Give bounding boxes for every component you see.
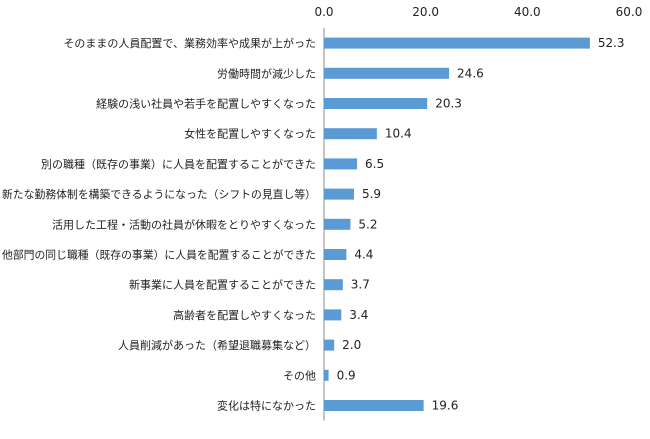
category-label: 新事業に人員を配置することができた (129, 278, 316, 292)
bar-row: 経験の浅い社員や若手を配置しやすくなった 20.3 (96, 97, 462, 111)
bar (324, 128, 377, 140)
category-label: 経験の浅い社員や若手を配置しやすくなった (96, 97, 316, 111)
category-label: 新たな勤務体制を構築できるようになった（シフトの見直し等） (2, 187, 316, 201)
category-label: 別の職種（既存の事業）に人員を配置することができた (41, 157, 316, 171)
category-label: 変化は特になかった (217, 399, 316, 413)
value-label: 52.3 (598, 36, 625, 50)
value-label: 3.7 (351, 278, 370, 292)
bar (324, 158, 358, 170)
category-label: そのままの人員配置で、業務効率や成果が上がった (63, 36, 316, 50)
value-label: 20.3 (435, 97, 462, 111)
x-tick-label: 60.0 (616, 5, 643, 19)
bar-row: 新事業に人員を配置することができた 3.7 (129, 278, 370, 292)
category-label: 他部門の同じ職種（既存の事業）に人員を配置することができた (2, 248, 316, 262)
value-label: 24.6 (457, 66, 484, 80)
bar-row: 新たな勤務体制を構築できるようになった（シフトの見直し等） 5.9 (2, 187, 381, 201)
bar-row: 労働時間が減少した 24.6 (217, 66, 484, 80)
bar (324, 249, 347, 260)
category-label: 人員削減があった（希望退職募集など） (118, 338, 316, 352)
bar-row: 女性を配置しやすくなった 10.4 (184, 127, 411, 141)
bar-row: 高齢者を配置しやすくなった 3.4 (173, 308, 368, 322)
value-label: 5.2 (358, 217, 377, 231)
value-label: 0.9 (337, 368, 356, 382)
bar (324, 37, 590, 49)
bar (324, 218, 351, 230)
bar-rows: そのままの人員配置で、業務効率や成果が上がった 52.3 労働時間が減少した 24.6… (2, 36, 625, 412)
category-label: 労働時間が減少した (217, 66, 316, 80)
bar (324, 279, 343, 291)
category-label: 高齢者を配置しやすくなった (173, 308, 316, 322)
value-label: 4.4 (354, 248, 373, 262)
bar-row: 他部門の同じ職種（既存の事業）に人員を配置することができた 4.4 (2, 248, 373, 262)
bar (324, 67, 450, 79)
value-label: 5.9 (362, 187, 381, 201)
bar-row: 別の職種（既存の事業）に人員を配置することができた 6.5 (41, 157, 384, 171)
value-label: 3.4 (349, 308, 368, 322)
value-label: 19.6 (432, 399, 459, 413)
bar (324, 309, 342, 321)
bar-row: 活用した工程・活動の社員が休暇をとりやすくなった 5.2 (52, 217, 378, 231)
x-tick-label: 40.0 (514, 5, 541, 19)
bar (324, 188, 354, 200)
value-label: 2.0 (342, 338, 361, 352)
x-axis-ticks: 0.0 20.0 40.0 60.0 (314, 5, 642, 19)
bar-row: 変化は特になかった 19.6 (217, 399, 458, 413)
bar (324, 339, 335, 351)
x-tick-label: 0.0 (314, 5, 333, 19)
bar-row: 人員削減があった（希望退職募集など） 2.0 (118, 338, 361, 352)
x-tick-label: 20.0 (412, 5, 439, 19)
category-label: 女性を配置しやすくなった (184, 127, 316, 141)
category-label: 活用した工程・活動の社員が休暇をとりやすくなった (52, 217, 316, 231)
value-label: 10.4 (385, 127, 412, 141)
bar (324, 400, 424, 411)
bar-row: そのままの人員配置で、業務効率や成果が上がった 52.3 (63, 36, 624, 50)
value-label: 6.5 (365, 157, 384, 171)
category-label: その他 (283, 369, 316, 382)
bar (324, 98, 428, 109)
bar (324, 369, 329, 381)
bar-row: その他 0.9 (283, 368, 356, 382)
